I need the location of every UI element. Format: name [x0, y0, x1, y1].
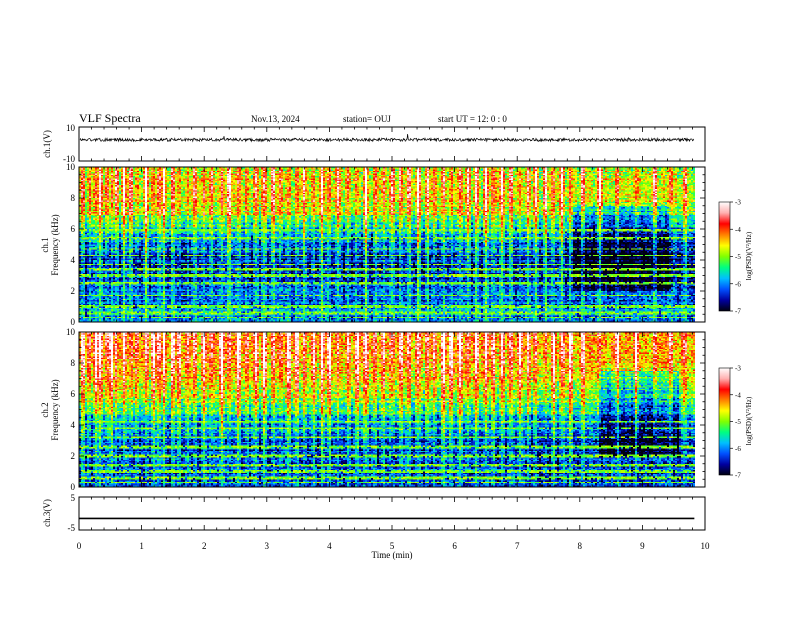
- ch1-ytick-label: 4: [71, 255, 76, 265]
- ch1-colorbar-tick-label: -7: [735, 308, 741, 316]
- ch2-ytick-label: 2: [71, 451, 76, 461]
- ch2-colorbar-tick-label: -4: [735, 391, 741, 399]
- ch2-ytick-label: 4: [71, 420, 76, 430]
- ch1-waveform-trace: [79, 133, 695, 143]
- ch1-colorbar-tick-label: -3: [735, 199, 741, 207]
- ch2-colorbar: -3 -4 -5 -6 -7 log(PSD)(V²/Hz): [718, 365, 753, 480]
- ch1-colorbar-scale: [718, 201, 731, 312]
- ch1-colorbar-ticks: -3 -4 -5 -6 -7: [730, 199, 741, 316]
- ch1-ytick-label: 6: [71, 224, 76, 234]
- ch2-ytick-label: 6: [71, 389, 76, 399]
- time-tick-label: 7: [515, 541, 520, 551]
- ch2-colorbar-tick-label: -7: [735, 472, 741, 480]
- ch1-waveform-panel: 10 -10 ch.1(V): [42, 123, 706, 164]
- date-label: Nov.13, 2024: [251, 114, 300, 124]
- time-tick-label: 4: [327, 541, 332, 551]
- ch1-ytick-label: 10: [66, 162, 76, 172]
- ch2-spectrogram-panel: 0 2 4 6 8 10 ch.2 Frequency (kHz): [40, 327, 706, 492]
- time-tick-label: 1: [139, 541, 144, 551]
- ch1-spectrogram-panel: 0 2 4 6 8 10 ch.1 Frequency (kHz): [40, 162, 706, 327]
- ch1-spectrogram-image: [79, 167, 705, 322]
- ch3-waveform-frame: [78, 496, 706, 531]
- time-tick-label: 10: [701, 541, 711, 551]
- time-tick-label: 8: [578, 541, 583, 551]
- ch2-channel-label: ch.2: [40, 402, 50, 417]
- ch3-ytick-bottom: -5: [68, 523, 76, 533]
- time-tick-label: 0: [77, 541, 82, 551]
- start-time-label: start UT = 12: 0 : 0: [438, 114, 507, 124]
- ch1-colorbar-tick-label: -5: [735, 253, 741, 261]
- ch2-colorbar-label: log(PSD)(V²/Hz): [745, 396, 753, 445]
- ch1-colorbar-tick-label: -4: [735, 226, 741, 234]
- ch2-colorbar-ticks: -3 -4 -5 -6 -7: [730, 365, 741, 480]
- time-tick-label: 2: [202, 541, 207, 551]
- ch1-colorbar-tick-label: -6: [735, 280, 741, 288]
- ch2-ytick-label: 8: [71, 358, 76, 368]
- ch1-channel-label: ch.1: [40, 237, 50, 252]
- ch1-ytick-label: 8: [71, 193, 76, 203]
- ch2-colorbar-tick-label: -3: [735, 365, 741, 373]
- time-axis-ticks: [78, 127, 706, 530]
- time-axis-labels: 0 1 2 3 4 5 6 7 8 9 10: [77, 541, 710, 551]
- ch1-colorbar-label: log(PSD)(V²/Hz): [745, 231, 753, 280]
- figure-title: VLF Spectra: [79, 111, 141, 125]
- ch2-colorbar-tick-label: -5: [735, 418, 741, 426]
- station-label: station= OUJ: [343, 114, 391, 124]
- time-tick-label: 6: [452, 541, 457, 551]
- ch1-waveform-frame: [78, 126, 706, 162]
- time-tick-label: 3: [265, 541, 270, 551]
- ch3-waveform-panel: 5 -5 ch.3(V): [42, 493, 706, 533]
- ch1-ytick-top: 10: [66, 123, 76, 133]
- time-axis-label: Time (min): [372, 550, 413, 560]
- ch2-spectrogram-image: [79, 332, 705, 487]
- ch1-frequency-ylabel: Frequency (kHz): [50, 214, 60, 275]
- ch1-ytick-label: 0: [71, 317, 76, 327]
- time-tick-label: 9: [640, 541, 645, 551]
- ch3-waveform-ylabel: ch.3(V): [42, 499, 52, 527]
- ch2-colorbar-tick-label: -6: [735, 445, 741, 453]
- ch2-colorbar-scale: [718, 367, 731, 476]
- ch1-colorbar: -3 -4 -5 -6 -7 log(PSD)(V²/Hz): [718, 199, 753, 316]
- ch1-ytick-bottom: -10: [63, 154, 75, 164]
- ch2-frequency-ylabel: Frequency (kHz): [50, 379, 60, 440]
- ch1-ytick-label: 2: [71, 286, 76, 296]
- time-tick-label: 5: [390, 541, 395, 551]
- ch1-frequency-ticks: 0 2 4 6 8 10: [66, 162, 705, 327]
- ch2-ytick-label: 10: [66, 327, 76, 337]
- ch3-ytick-top: 5: [71, 493, 76, 503]
- ch1-waveform-ylabel: ch.1(V): [42, 130, 52, 158]
- ch2-ytick-label: 0: [71, 482, 76, 492]
- ch2-frequency-ticks: 0 2 4 6 8 10: [66, 327, 705, 492]
